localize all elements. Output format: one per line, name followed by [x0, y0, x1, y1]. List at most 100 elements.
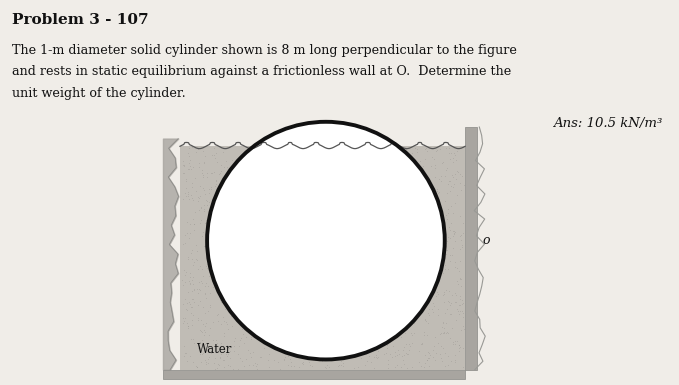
Point — [298, 361, 309, 367]
Point — [368, 365, 379, 372]
Point — [177, 282, 188, 288]
Point — [448, 174, 459, 180]
Point — [432, 147, 443, 153]
Point — [322, 362, 333, 368]
Point — [441, 287, 452, 293]
Point — [200, 216, 211, 223]
Point — [403, 144, 414, 151]
Point — [416, 363, 426, 369]
Point — [445, 203, 456, 209]
Point — [219, 363, 230, 370]
Point — [456, 232, 466, 238]
Point — [454, 302, 464, 308]
Point — [456, 276, 467, 283]
Point — [426, 154, 437, 160]
Point — [449, 264, 460, 270]
Point — [409, 330, 420, 336]
Point — [424, 298, 435, 305]
Point — [185, 353, 196, 359]
Text: Problem 3 - 107: Problem 3 - 107 — [12, 13, 149, 27]
Point — [179, 315, 190, 321]
Point — [206, 278, 217, 284]
Point — [449, 200, 460, 206]
Point — [452, 265, 463, 271]
Point — [448, 245, 459, 251]
Point — [458, 182, 469, 188]
Point — [237, 358, 248, 364]
Point — [209, 169, 220, 175]
Point — [452, 192, 462, 199]
Point — [319, 363, 330, 370]
Point — [208, 284, 219, 290]
Point — [210, 366, 221, 372]
Point — [188, 164, 199, 170]
Point — [454, 275, 465, 281]
Point — [214, 184, 225, 191]
Point — [191, 149, 202, 156]
Point — [454, 345, 464, 352]
Point — [255, 354, 266, 360]
Point — [221, 169, 232, 176]
Point — [447, 184, 458, 190]
Point — [407, 364, 418, 370]
Point — [189, 287, 200, 293]
Point — [210, 151, 221, 157]
Point — [226, 313, 237, 319]
Point — [424, 350, 435, 356]
Point — [426, 183, 437, 189]
Point — [449, 300, 460, 306]
Point — [450, 176, 461, 182]
Point — [187, 288, 198, 294]
Point — [372, 355, 383, 361]
Point — [434, 189, 445, 195]
Point — [202, 174, 213, 180]
Point — [181, 320, 192, 326]
Point — [444, 235, 455, 241]
Point — [422, 355, 433, 361]
Point — [443, 298, 454, 304]
Point — [228, 348, 239, 354]
Point — [444, 156, 455, 162]
Point — [215, 297, 225, 303]
Point — [447, 338, 458, 345]
Point — [186, 305, 197, 311]
Point — [179, 240, 190, 246]
Point — [421, 318, 432, 324]
Point — [187, 180, 198, 186]
Point — [217, 149, 228, 155]
Point — [420, 316, 430, 322]
Point — [182, 166, 193, 172]
Point — [420, 360, 430, 366]
Point — [452, 338, 462, 344]
Point — [441, 247, 452, 253]
Point — [439, 330, 449, 336]
Point — [252, 361, 263, 367]
Point — [208, 194, 219, 201]
Point — [443, 145, 454, 151]
Point — [443, 234, 454, 240]
Point — [198, 206, 209, 212]
Point — [438, 320, 449, 326]
Point — [455, 293, 466, 299]
Point — [186, 184, 197, 190]
Point — [402, 365, 413, 371]
Point — [455, 276, 466, 282]
Point — [439, 350, 450, 356]
Point — [252, 365, 263, 372]
Point — [421, 357, 432, 363]
Point — [407, 331, 418, 338]
Point — [187, 358, 198, 365]
Point — [422, 300, 433, 306]
Point — [445, 149, 456, 156]
Point — [449, 290, 460, 296]
Point — [229, 338, 240, 344]
Point — [223, 351, 234, 357]
Point — [439, 325, 449, 331]
Point — [183, 235, 194, 241]
Point — [189, 340, 200, 346]
Point — [421, 148, 432, 154]
Point — [194, 339, 205, 345]
Point — [206, 170, 217, 176]
Point — [179, 170, 189, 176]
Point — [221, 164, 232, 170]
